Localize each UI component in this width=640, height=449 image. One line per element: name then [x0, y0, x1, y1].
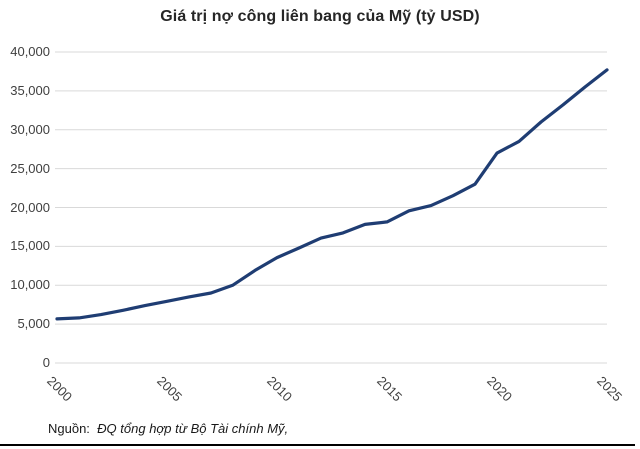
source-text: ĐQ tổng hợp từ Bộ Tài chính Mỹ,	[97, 421, 289, 436]
y-tick-label: 40,000	[10, 44, 50, 59]
debt-line-series	[55, 68, 609, 321]
chart-title: Giá trị nợ công liên bang của Mỹ (tỷ USD…	[160, 8, 480, 25]
bottom-rule	[0, 444, 635, 446]
y-tick-label: 0	[42, 355, 50, 370]
y-tick-label: 25,000	[10, 160, 50, 176]
y-tick-label: 30,000	[10, 121, 50, 137]
source-note: Nguồn: ĐQ tổng hợp từ Bộ Tài chính Mỹ,	[48, 420, 288, 437]
y-tick-label: 35,000	[10, 82, 50, 98]
y-tick-label: 10,000	[10, 277, 50, 293]
y-tick-label: 15,000	[10, 238, 50, 254]
y-tick-label: 20,000	[10, 199, 50, 215]
source-prefix: Nguồn:	[48, 421, 90, 436]
y-tick-label: 5,000	[17, 316, 50, 332]
